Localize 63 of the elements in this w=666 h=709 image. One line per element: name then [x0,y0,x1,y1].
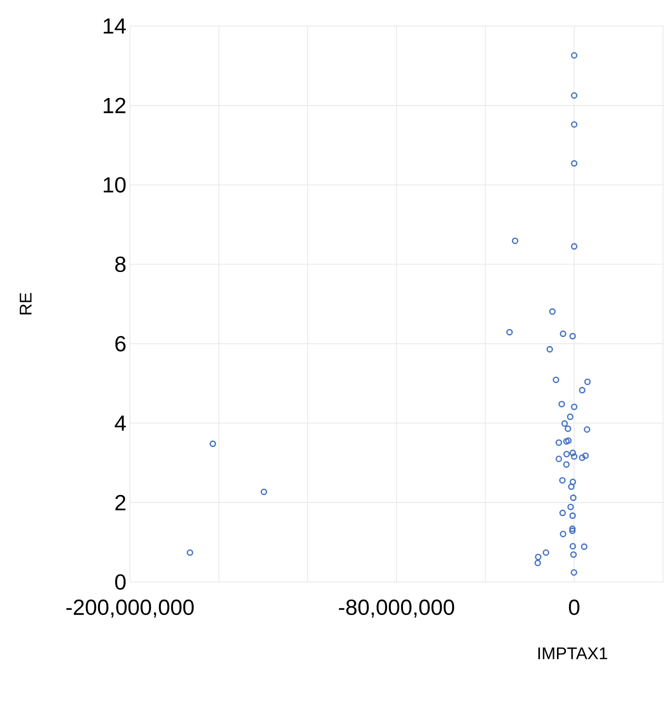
point [210,440,216,448]
x-tick-label: -80,000,000 [338,600,454,618]
point [506,328,513,336]
point [570,569,578,576]
point [570,243,578,250]
point [565,437,572,444]
y-tick-label: 6 [115,336,126,352]
point [570,121,578,128]
point [584,426,590,433]
point [570,551,577,558]
point [560,330,566,338]
point [570,92,578,99]
point [580,543,588,550]
y-tick-label: 10 [104,177,126,193]
point [186,549,194,556]
point [534,554,542,560]
point [260,488,268,496]
point [570,52,578,59]
point [556,456,562,462]
point [564,425,572,432]
point [570,160,578,167]
point [560,530,566,538]
point [567,504,574,510]
point [570,478,576,486]
y-tick-label: 2 [115,494,126,510]
point [534,560,541,566]
y-tick-label: 4 [114,416,126,431]
point [563,450,570,458]
point [582,452,589,459]
y-tick-label: 8 [115,256,126,272]
point [578,386,586,394]
point [566,414,574,420]
point [563,438,570,445]
y-tick-label: 0 [115,574,126,590]
x-tick-label: -200,000,000 [66,600,194,618]
point [569,528,576,534]
point [563,461,570,468]
point [559,510,566,516]
x-tick-label: 0 [568,600,580,616]
y-axis-title: RE [20,292,32,314]
point [542,549,550,556]
point [558,400,565,408]
point [570,453,578,460]
y-tick-label: 12 [104,98,126,114]
point [569,512,576,519]
point [556,439,562,446]
point [561,420,568,427]
point [570,450,576,456]
point [570,494,577,502]
point [549,308,556,315]
point [578,454,586,461]
point [568,483,575,490]
point [552,376,560,384]
point [569,332,576,340]
y-tick-label: 14 [104,18,126,34]
point [570,543,576,550]
point [584,378,591,386]
point [570,404,578,410]
point [546,346,553,353]
point [569,526,576,532]
point [559,477,566,484]
point [512,238,518,244]
x-axis-title: IMPTAX1 [538,648,608,660]
